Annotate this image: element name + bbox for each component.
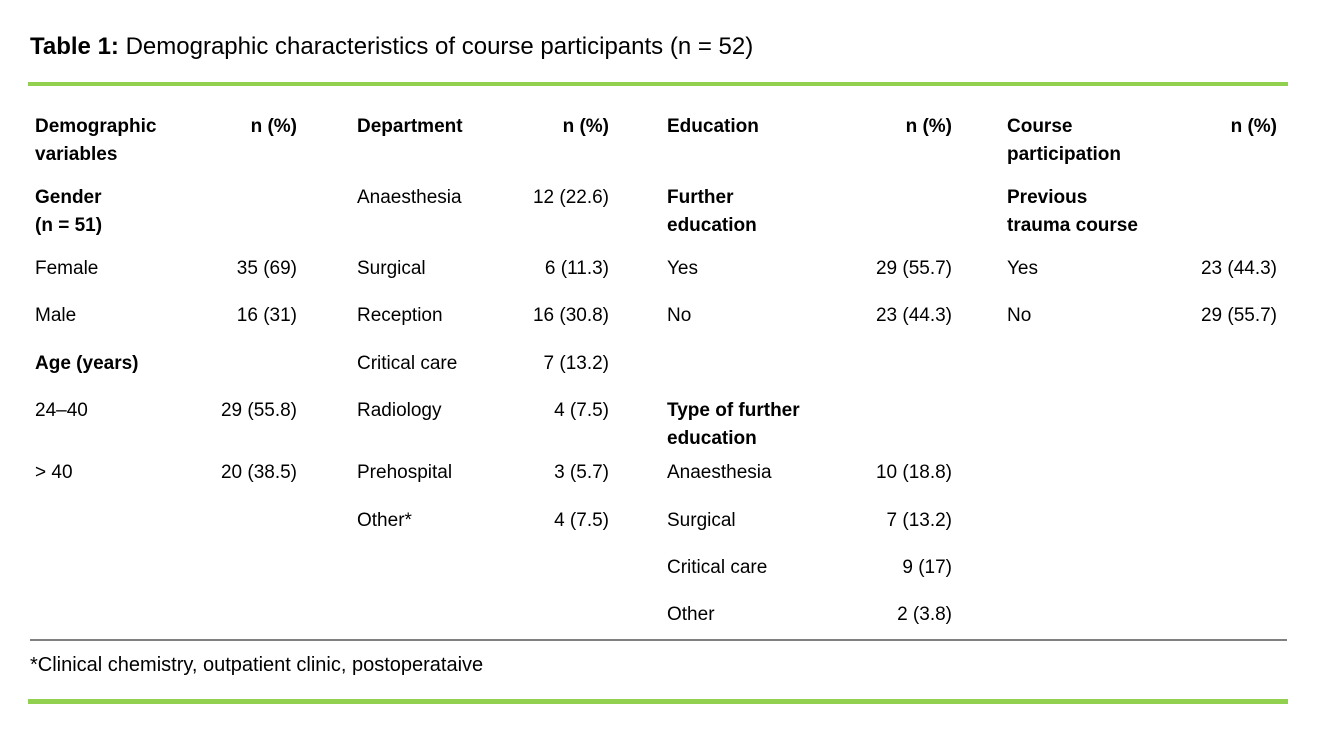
column-header-n-pct: n (%) xyxy=(250,116,297,137)
row-label: Surgical xyxy=(667,510,736,531)
row-value xyxy=(820,350,952,397)
row-value xyxy=(1140,507,1277,554)
row-label: No xyxy=(667,305,692,326)
row-value xyxy=(180,507,297,554)
row-label: Reception xyxy=(357,305,443,326)
row-value: 4 (7.5) xyxy=(554,400,609,421)
column-header: Department xyxy=(357,116,463,137)
row-label: Other xyxy=(667,604,715,625)
row-value xyxy=(1140,601,1277,644)
row-value xyxy=(180,554,297,601)
row-value: 16 (30.8) xyxy=(532,305,609,326)
row-value xyxy=(180,601,297,644)
column-header: Course participation xyxy=(1007,116,1122,165)
row-value xyxy=(820,184,952,255)
row-value xyxy=(820,397,952,459)
row-value: 7 (13.2) xyxy=(543,353,609,374)
row-value xyxy=(1140,459,1277,507)
row-value xyxy=(180,350,297,397)
row-value xyxy=(480,554,609,601)
row-label xyxy=(952,397,1140,459)
footnote-divider-rule xyxy=(30,639,1287,641)
row-value: 23 (44.3) xyxy=(1200,258,1277,279)
row-label: Radiology xyxy=(357,400,442,421)
row-value: 29 (55.7) xyxy=(875,258,952,279)
row-label: Anaesthesia xyxy=(357,187,462,208)
table-title-text: Demographic characteristics of course pa… xyxy=(118,33,754,60)
row-value: 7 (13.2) xyxy=(886,510,952,531)
table-footnote: *Clinical chemistry, outpatient clinic, … xyxy=(30,654,484,676)
demographics-table: Demographic variables n (%) Department n (%… xyxy=(0,113,1277,644)
column-header: Education xyxy=(667,116,759,137)
row-label xyxy=(952,507,1140,554)
row-label: Yes xyxy=(667,258,698,279)
row-label: Other* xyxy=(357,510,412,531)
row-label: Further education xyxy=(667,187,757,236)
row-value: 16 (31) xyxy=(236,305,297,326)
row-value xyxy=(1140,350,1277,397)
row-value xyxy=(480,601,609,644)
row-label: Gender (n = 51) xyxy=(35,187,103,236)
row-label: Surgical xyxy=(357,258,426,279)
row-label xyxy=(952,350,1140,397)
row-label: No xyxy=(1007,305,1032,326)
row-label xyxy=(35,601,180,644)
row-value: 23 (44.3) xyxy=(875,305,952,326)
column-header-n-pct: n (%) xyxy=(1230,116,1277,137)
row-label xyxy=(952,601,1140,644)
top-rule xyxy=(28,82,1288,86)
row-value: 4 (7.5) xyxy=(554,510,609,531)
row-value: 12 (22.6) xyxy=(532,187,609,208)
row-label xyxy=(35,507,180,554)
column-header-n-pct: n (%) xyxy=(562,116,609,137)
row-label: Anaesthesia xyxy=(667,462,772,483)
row-label xyxy=(952,554,1140,601)
row-label xyxy=(609,350,820,397)
row-label xyxy=(952,459,1140,507)
row-label: Yes xyxy=(1007,258,1038,279)
row-label: > 40 xyxy=(35,462,73,483)
row-value: 10 (18.8) xyxy=(875,462,952,483)
row-value: 20 (38.5) xyxy=(220,462,297,483)
row-value xyxy=(1140,184,1277,255)
row-label xyxy=(35,554,180,601)
row-label xyxy=(297,601,480,644)
column-header: Demographic variables xyxy=(35,116,157,165)
row-value: 6 (11.3) xyxy=(544,258,609,279)
row-value: 35 (69) xyxy=(236,258,297,279)
row-label: Critical care xyxy=(357,353,458,374)
row-value: 2 (3.8) xyxy=(897,604,952,625)
row-value xyxy=(1140,554,1277,601)
row-value: 29 (55.7) xyxy=(1200,305,1277,326)
row-label xyxy=(297,554,480,601)
table-title-number: Table 1: xyxy=(30,33,119,60)
row-label: Age (years) xyxy=(35,353,139,374)
row-label: Male xyxy=(35,305,77,326)
table-title: Table 1: Demographic characteristics of … xyxy=(30,32,753,62)
row-value: 9 (17) xyxy=(902,557,952,578)
row-value xyxy=(1140,397,1277,459)
bottom-rule xyxy=(28,699,1288,704)
row-label: Critical care xyxy=(667,557,768,578)
row-label: Previous trauma course xyxy=(1007,187,1138,236)
row-label: Female xyxy=(35,258,99,279)
row-value: 3 (5.7) xyxy=(554,462,609,483)
row-label: 24–40 xyxy=(35,400,88,421)
column-header-n-pct: n (%) xyxy=(905,116,952,137)
row-value xyxy=(180,184,297,255)
row-label: Prehospital xyxy=(357,462,453,483)
row-value: 29 (55.8) xyxy=(220,400,297,421)
row-label: Type of further education xyxy=(667,400,800,449)
